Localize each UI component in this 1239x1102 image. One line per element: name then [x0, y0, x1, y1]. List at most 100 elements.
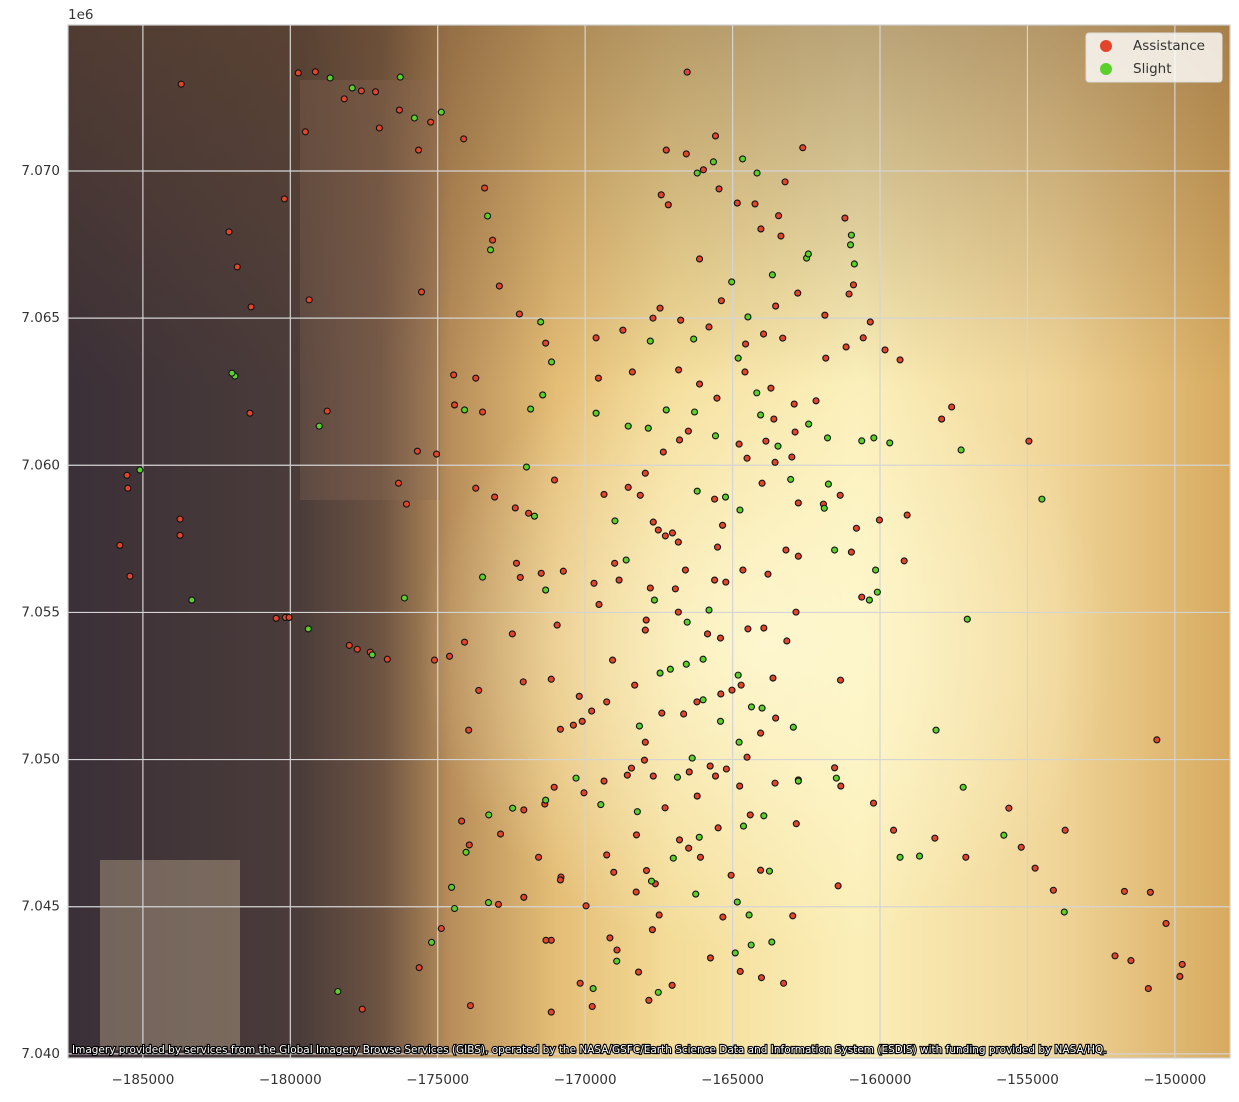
point [479, 573, 487, 581]
point [757, 974, 766, 982]
point [659, 448, 667, 456]
grid [68, 25, 1230, 1058]
point [1000, 831, 1008, 839]
point [649, 314, 657, 322]
point [485, 811, 493, 819]
point [1176, 972, 1184, 981]
point [705, 606, 713, 614]
point [559, 567, 567, 575]
point [680, 710, 688, 718]
point [396, 73, 404, 81]
point [592, 334, 600, 342]
point [623, 771, 631, 779]
point [791, 428, 799, 436]
point [280, 195, 288, 203]
point [693, 169, 701, 177]
legend-marker [1100, 40, 1112, 52]
point [675, 836, 684, 844]
point [410, 114, 418, 122]
point [794, 499, 802, 507]
point [615, 576, 623, 584]
point [695, 833, 703, 841]
point [790, 400, 798, 408]
point [775, 212, 783, 220]
x-tick-label: −165000 [701, 1072, 764, 1088]
point [682, 150, 690, 158]
point [820, 504, 828, 512]
point [395, 106, 403, 114]
point [622, 556, 630, 564]
legend-box [1085, 32, 1223, 83]
point [654, 988, 662, 996]
point [1031, 864, 1039, 872]
point [736, 506, 744, 514]
point [1017, 843, 1025, 851]
point [770, 415, 778, 423]
point [594, 374, 602, 382]
y-tick-label: 7.055 [21, 604, 60, 620]
point [225, 228, 233, 236]
point [699, 655, 707, 663]
point [415, 146, 423, 154]
point [823, 434, 832, 442]
point [375, 124, 383, 132]
point [774, 442, 782, 450]
point [400, 594, 408, 602]
point [610, 868, 618, 876]
point [736, 782, 744, 790]
point [590, 579, 598, 587]
point [837, 782, 845, 790]
y-tick-label: 7.045 [21, 899, 60, 915]
point [834, 882, 842, 890]
point [842, 343, 850, 351]
point [334, 987, 342, 996]
point [788, 453, 796, 461]
point [666, 665, 674, 673]
point [511, 504, 519, 512]
point [948, 403, 956, 411]
point [794, 289, 802, 297]
point [649, 518, 657, 526]
point [1127, 957, 1135, 965]
point [547, 1008, 555, 1016]
point [751, 200, 759, 208]
point [481, 184, 489, 192]
point [711, 432, 720, 440]
point [688, 754, 696, 762]
point [711, 772, 720, 780]
point [515, 310, 523, 318]
point [715, 185, 723, 193]
point [582, 902, 590, 910]
point [744, 625, 752, 633]
point [632, 888, 640, 896]
point [664, 201, 672, 209]
point [696, 380, 704, 388]
point [805, 420, 813, 428]
point [588, 1002, 596, 1011]
y-tick-label: 7.070 [21, 163, 60, 179]
point [383, 655, 391, 663]
point [762, 437, 770, 445]
point [693, 487, 701, 495]
point [642, 616, 650, 624]
point [741, 368, 749, 376]
point [772, 302, 780, 310]
point [745, 911, 753, 919]
point [896, 853, 904, 861]
point [768, 938, 776, 946]
point [662, 146, 670, 154]
point [781, 178, 789, 186]
point [890, 826, 898, 834]
point [465, 726, 473, 734]
point [734, 671, 742, 679]
point [1005, 804, 1013, 812]
point [486, 246, 495, 254]
point [841, 214, 849, 222]
point [636, 491, 644, 499]
point [588, 707, 596, 715]
point [580, 789, 588, 797]
point [116, 541, 124, 549]
point [613, 957, 621, 965]
point [727, 871, 735, 879]
point [304, 625, 312, 633]
